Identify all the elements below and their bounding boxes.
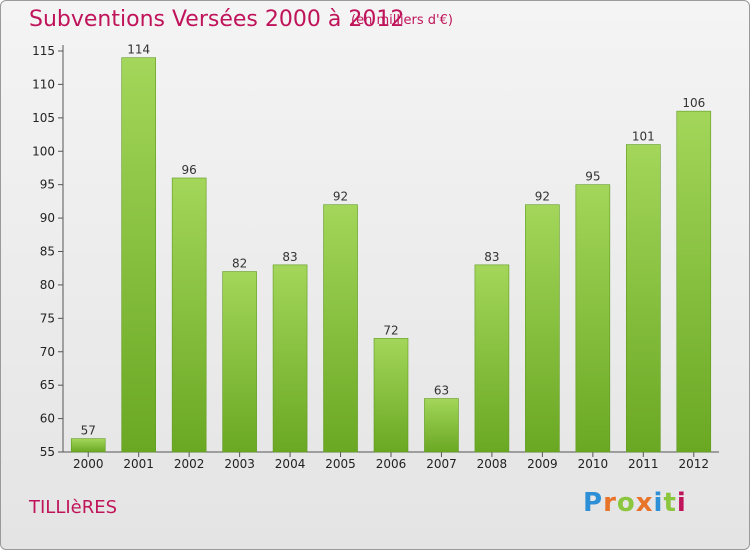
value-label-2008: 83 — [484, 250, 499, 264]
bar-2012 — [676, 110, 712, 453]
y-tick-label: 75 — [40, 311, 55, 325]
logo-letter: i — [676, 488, 687, 518]
x-tick-label-2012: 2012 — [678, 457, 709, 471]
bar-2011 — [626, 144, 661, 453]
y-tick-label: 65 — [40, 378, 55, 392]
bar-2005 — [323, 204, 358, 453]
bar-2003 — [222, 271, 257, 453]
x-tick-label-2003: 2003 — [224, 457, 255, 471]
value-label-2002: 96 — [182, 163, 197, 177]
logo-letter: o — [616, 488, 636, 518]
x-tick-label-2006: 2006 — [376, 457, 407, 471]
y-tick-label: 85 — [40, 245, 55, 259]
value-label-2012: 106 — [682, 96, 705, 110]
y-tick-label: 110 — [32, 77, 55, 91]
value-label-2000: 57 — [81, 424, 96, 438]
logo-letter: r — [603, 488, 617, 518]
y-tick-label: 90 — [40, 211, 55, 225]
value-label-2010: 95 — [585, 170, 600, 184]
value-label-2004: 83 — [282, 250, 297, 264]
bar-2010 — [575, 184, 611, 453]
chart-axes: 55 60 65 70 75 80 85 90 95 100 105 110 115 — [32, 44, 719, 459]
chart-bars — [70, 57, 712, 453]
x-tick-label-2007: 2007 — [426, 457, 457, 471]
logo-letter: P — [583, 488, 604, 518]
x-tick-label-2008: 2008 — [477, 457, 508, 471]
value-label-2006: 72 — [383, 323, 398, 337]
value-label-2011: 101 — [632, 130, 655, 144]
bar-2009 — [525, 204, 560, 453]
proxiti-logo[interactable]: Proxiti — [583, 488, 687, 518]
logo-letter: t — [663, 488, 677, 518]
y-tick-label: 105 — [32, 111, 55, 125]
y-tick-label: 70 — [40, 345, 55, 359]
x-tick-label-2004: 2004 — [275, 457, 306, 471]
x-tick-label-2011: 2011 — [628, 457, 659, 471]
x-tick-label-2000: 2000 — [73, 457, 104, 471]
bar-2008 — [474, 264, 510, 453]
bar-2004 — [272, 264, 308, 453]
commune-name: TILLIèRES — [29, 497, 118, 518]
bar-2006 — [373, 338, 409, 453]
x-tick-label-2009: 2009 — [527, 457, 558, 471]
chart-title: Subventions Versées 2000 à 2012 — [29, 7, 405, 32]
logo-letter: i — [653, 488, 664, 518]
y-tick-label: 80 — [40, 278, 55, 292]
value-label-2001: 114 — [127, 43, 150, 57]
bar-2000 — [70, 438, 106, 453]
value-label-2003: 82 — [232, 257, 247, 271]
value-label-2009: 92 — [535, 190, 550, 204]
y-tick-label: 95 — [40, 178, 55, 192]
bar-2002 — [171, 177, 207, 453]
chart-subtitle: (en milliers d'€) — [351, 13, 453, 28]
x-tick-label-2010: 2010 — [578, 457, 609, 471]
x-tick-label-2005: 2005 — [325, 457, 356, 471]
logo-letter: x — [635, 488, 654, 518]
chart-labels: 2000 57 2001 114 2002 96 2003 82 2004 83 2005 92 200… — [73, 43, 709, 471]
y-tick-label: 115 — [32, 44, 55, 58]
value-label-2005: 92 — [333, 190, 348, 204]
x-tick-label-2002: 2002 — [174, 457, 205, 471]
y-tick-label: 55 — [40, 445, 55, 459]
y-tick-label: 100 — [32, 144, 55, 158]
bar-2001 — [121, 57, 156, 453]
bar-2007 — [424, 398, 459, 453]
y-tick-label: 60 — [40, 412, 55, 426]
value-label-2007: 63 — [434, 384, 449, 398]
x-tick-label-2001: 2001 — [123, 457, 154, 471]
